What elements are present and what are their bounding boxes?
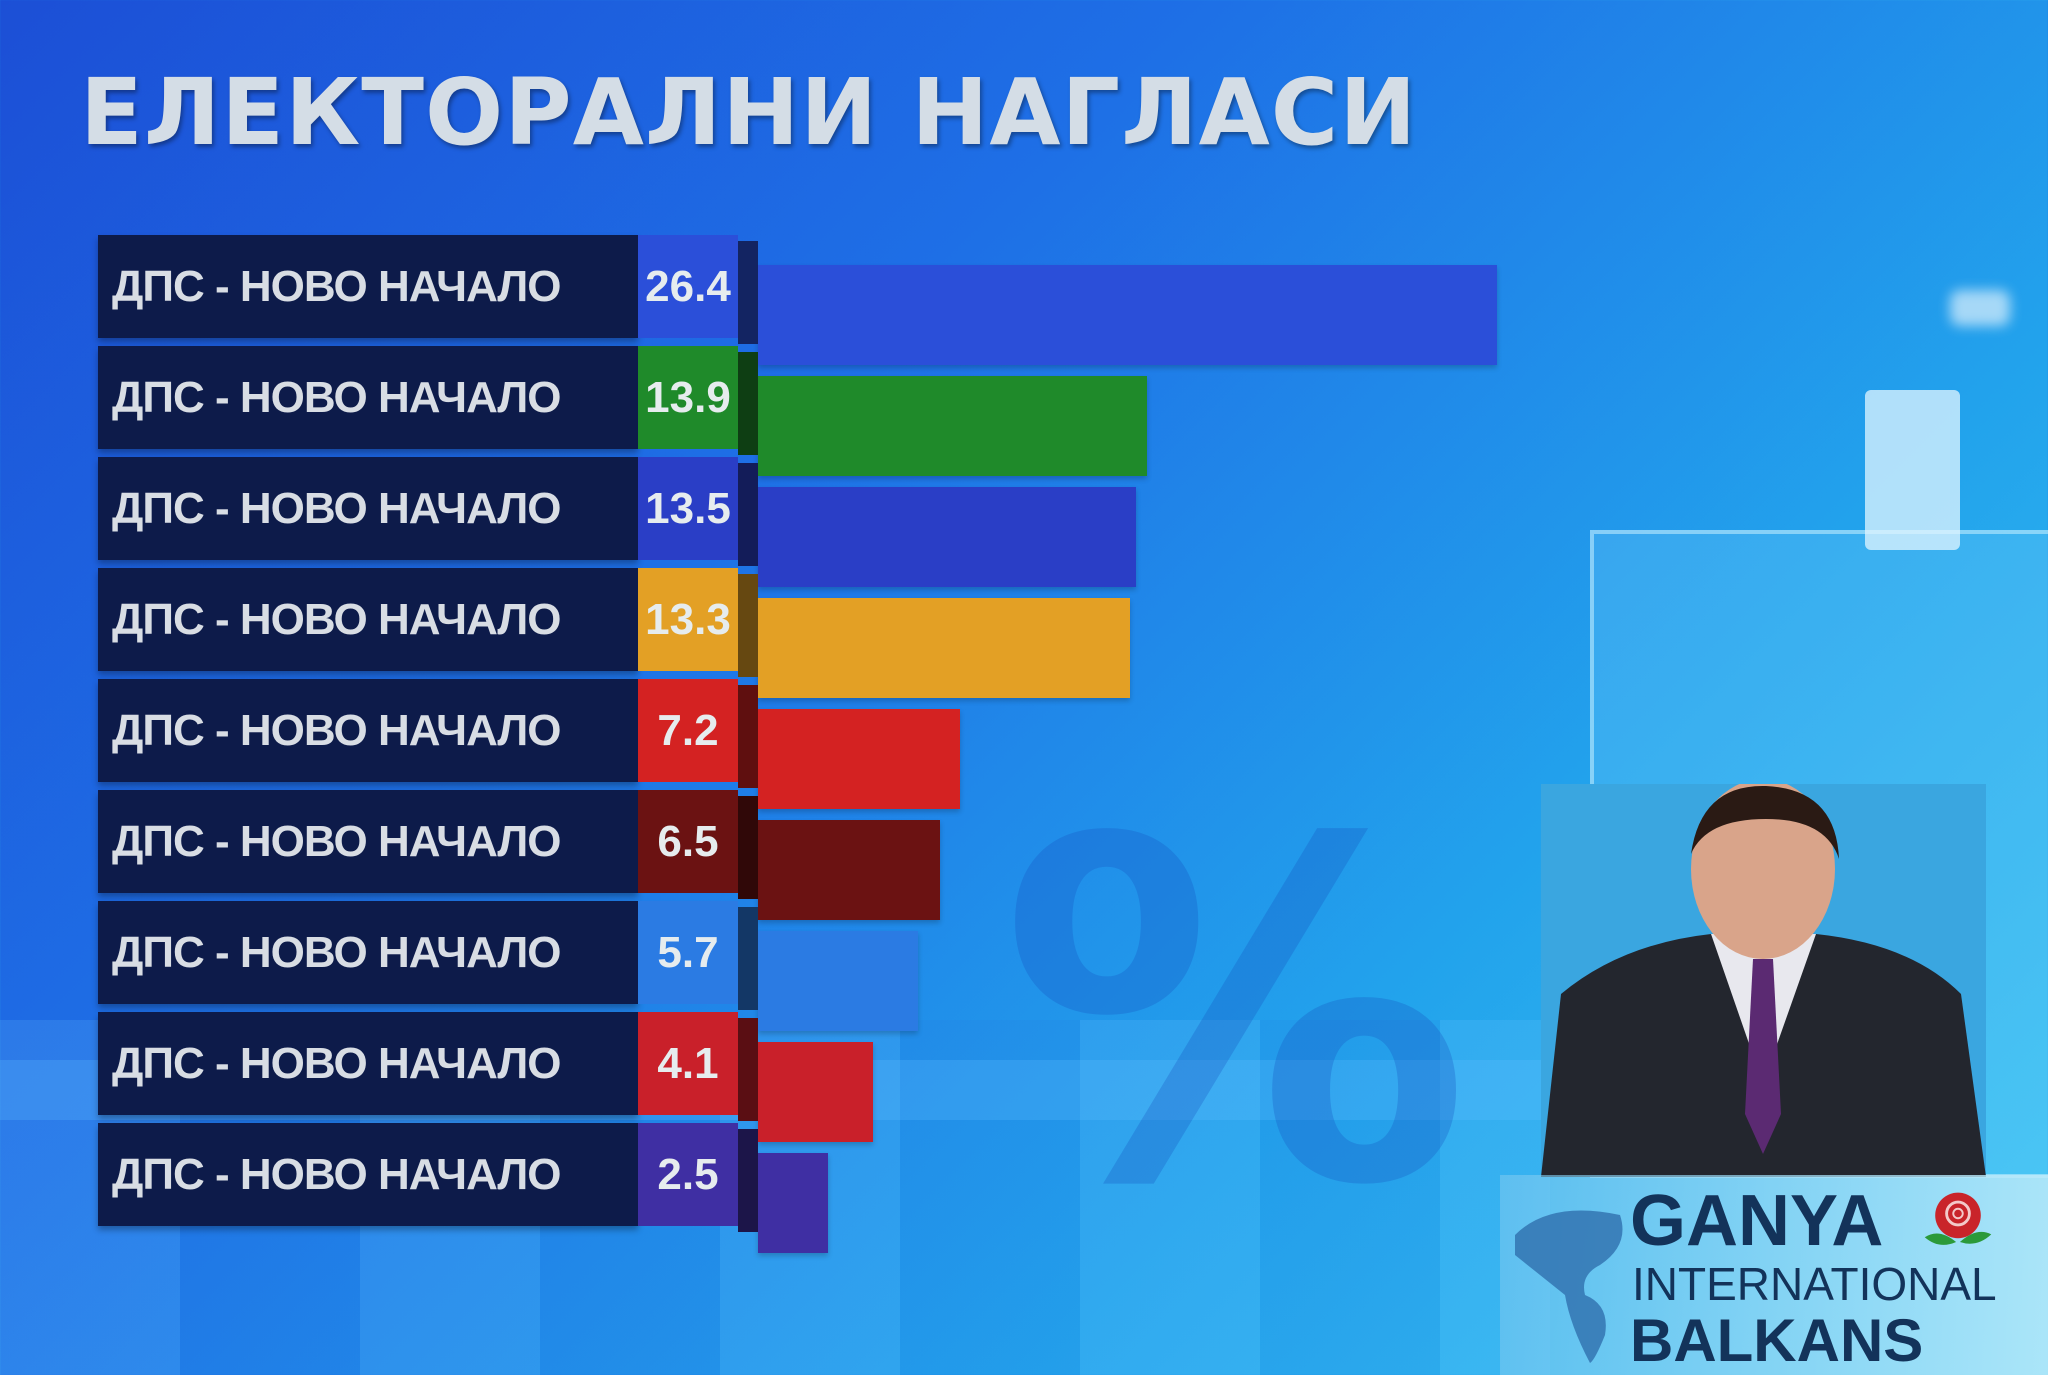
category-label: ДПС - НОВО НАЧАЛО bbox=[98, 679, 638, 782]
bar-side-face bbox=[738, 463, 758, 566]
bar-side-face bbox=[738, 574, 758, 677]
logo-line-1: GANYA bbox=[1630, 1181, 1884, 1261]
value-label: 13.5 bbox=[638, 457, 738, 560]
category-label: ДПС - НОВО НАЧАЛО bbox=[98, 346, 638, 449]
chart-title: ЕЛЕКТОРАЛНИ НАГЛАСИ bbox=[80, 59, 1418, 166]
logo-line-3: BALKANS bbox=[1630, 1307, 1924, 1374]
rose-icon bbox=[1924, 1192, 1992, 1245]
bar bbox=[758, 376, 1148, 476]
value-label: 2.5 bbox=[638, 1123, 738, 1226]
value-label: 13.9 bbox=[638, 346, 738, 449]
category-label: ДПС - НОВО НАЧАЛО bbox=[98, 790, 638, 893]
value-label: 26.4 bbox=[638, 235, 738, 338]
category-label: ДПС - НОВО НАЧАЛО bbox=[98, 457, 638, 560]
value-label: 7.2 bbox=[638, 679, 738, 782]
bar-side-face bbox=[738, 1018, 758, 1121]
bar bbox=[758, 1153, 828, 1253]
value-label: 5.7 bbox=[638, 901, 738, 1004]
bar-side-face bbox=[738, 352, 758, 455]
bar bbox=[758, 820, 940, 920]
bar bbox=[758, 487, 1136, 587]
bar-side-face bbox=[738, 907, 758, 1010]
bar-side-face bbox=[738, 685, 758, 788]
bar-side-face bbox=[738, 241, 758, 344]
bar-side-face bbox=[738, 1129, 758, 1232]
channel-logo: GANYA INTERNATIONAL BALKANS bbox=[1500, 1175, 2048, 1375]
percent-watermark: % bbox=[1000, 741, 1471, 1288]
value-label: 4.1 bbox=[638, 1012, 738, 1115]
category-label: ДПС - НОВО НАЧАЛО bbox=[98, 901, 638, 1004]
ballot-paper-graphic bbox=[1865, 390, 1960, 550]
category-label: ДПС - НОВО НАЧАЛО bbox=[98, 1123, 638, 1226]
light-flare bbox=[1950, 290, 2010, 326]
category-label: ДПС - НОВО НАЧАЛО bbox=[98, 235, 638, 338]
bar bbox=[758, 931, 918, 1031]
bar bbox=[758, 265, 1498, 365]
logo-line-2: INTERNATIONAL bbox=[1632, 1258, 1997, 1310]
bar-side-face bbox=[738, 796, 758, 899]
bar bbox=[758, 709, 960, 809]
category-label: ДПС - НОВО НАЧАЛО bbox=[98, 568, 638, 671]
bar bbox=[758, 1042, 873, 1142]
world-map-icon bbox=[1515, 1210, 1623, 1363]
bar bbox=[758, 598, 1131, 698]
value-label: 13.3 bbox=[638, 568, 738, 671]
value-label: 6.5 bbox=[638, 790, 738, 893]
presenter-video bbox=[1541, 784, 1986, 1177]
category-label: ДПС - НОВО НАЧАЛО bbox=[98, 1012, 638, 1115]
